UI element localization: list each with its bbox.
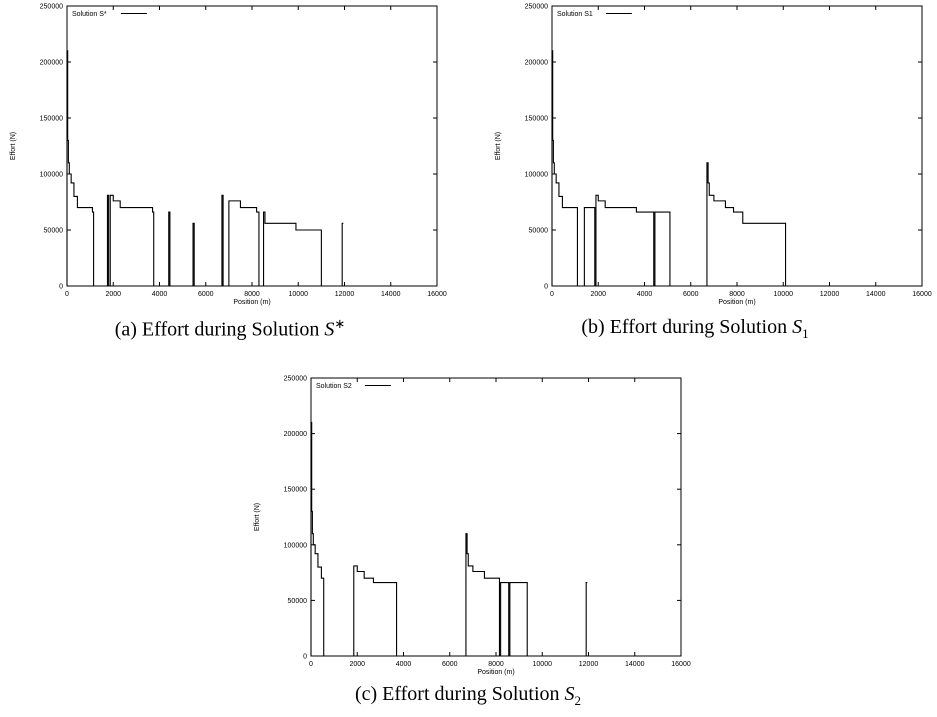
x-tick-label: 10000 bbox=[289, 291, 309, 298]
x-tick-label: 8000 bbox=[729, 291, 745, 298]
caption-c: (c) Effort during Solution S2 bbox=[248, 683, 688, 709]
panel-a: 0 2000 4000 6000 8000 10000 12000 14000 16000 0 50… bbox=[0, 0, 450, 345]
legend-label: Solution S* bbox=[72, 11, 107, 18]
x-tick-label: 8000 bbox=[488, 661, 504, 668]
y-axis-label: Effort (N) bbox=[495, 132, 502, 160]
series-line-0 bbox=[310, 421, 588, 657]
x-tick-label: 14000 bbox=[381, 291, 401, 298]
x-tick-label: 2000 bbox=[105, 291, 121, 298]
x-tick-label: 10000 bbox=[774, 291, 794, 298]
caption-b-sub: 1 bbox=[802, 326, 809, 341]
caption-a: (a) Effort during Solution S∗ bbox=[0, 316, 460, 342]
y-tick-label: 200000 bbox=[40, 60, 63, 67]
caption-b-symbol: S bbox=[792, 316, 803, 338]
caption-c-sub: 2 bbox=[574, 693, 582, 708]
x-tick-label: 0 bbox=[309, 661, 313, 668]
plot-frame bbox=[66, 5, 438, 287]
y-tick-label: 50000 bbox=[529, 228, 549, 235]
y-tick-label: 150000 bbox=[525, 116, 548, 123]
chart-c: 0 2000 4000 6000 8000 10000 12000 14000 16000 0 50… bbox=[254, 376, 691, 677]
y-tick-label: 250000 bbox=[525, 4, 548, 11]
x-tick-label: 2000 bbox=[349, 661, 365, 668]
legend-label: Solution S1 bbox=[557, 11, 593, 18]
caption-a-prefix: (a) Effort during Solution bbox=[114, 318, 325, 341]
caption-a-sup: ∗ bbox=[334, 316, 346, 331]
chart-b: 0 2000 4000 6000 8000 10000 12000 14000 16000 0 50… bbox=[495, 4, 932, 307]
x-tick-label: 4000 bbox=[152, 291, 168, 298]
y-tick-label: 250000 bbox=[284, 376, 307, 383]
y-tick-label: 250000 bbox=[40, 4, 63, 11]
y-tick-label: 0 bbox=[303, 654, 307, 661]
x-tick-label: 12000 bbox=[335, 291, 355, 298]
x-tick-label: 0 bbox=[65, 291, 69, 298]
x-tick-label: 4000 bbox=[396, 661, 412, 668]
y-tick-label: 50000 bbox=[44, 228, 64, 235]
series-line-0 bbox=[66, 50, 344, 287]
caption-a-symbol: S bbox=[324, 318, 335, 341]
y-tick-label: 100000 bbox=[525, 172, 548, 179]
series-line-0 bbox=[551, 50, 837, 287]
caption-b-prefix: (b) Effort during Solution bbox=[581, 316, 793, 338]
panel-b: 0 2000 4000 6000 8000 10000 12000 14000 16000 0 50… bbox=[485, 0, 935, 345]
x-tick-label: 6000 bbox=[442, 661, 458, 668]
x-tick-label: 10000 bbox=[533, 661, 553, 668]
x-tick-label: 14000 bbox=[866, 291, 886, 298]
x-tick-label: 6000 bbox=[683, 291, 699, 298]
y-tick-label: 0 bbox=[544, 284, 548, 291]
y-tick-label: 100000 bbox=[40, 172, 63, 179]
y-tick-label: 100000 bbox=[284, 542, 307, 549]
y-tick-label: 50000 bbox=[288, 598, 308, 605]
x-axis-label: Position (m) bbox=[718, 299, 755, 306]
x-tick-label: 4000 bbox=[637, 291, 653, 298]
x-tick-label: 16000 bbox=[912, 291, 932, 298]
plot-frame bbox=[551, 5, 923, 287]
y-tick-label: 150000 bbox=[40, 116, 63, 123]
y-tick-label: 200000 bbox=[284, 431, 307, 438]
caption-c-prefix: (c) Effort during Solution bbox=[354, 683, 565, 705]
x-tick-label: 12000 bbox=[820, 291, 840, 298]
y-axis-label: Effort (N) bbox=[10, 132, 17, 160]
x-axis-label: Position (m) bbox=[233, 299, 270, 306]
x-tick-label: 12000 bbox=[579, 661, 599, 668]
x-axis-label: Position (m) bbox=[477, 669, 514, 676]
x-tick-label: 16000 bbox=[671, 661, 691, 668]
x-tick-label: 0 bbox=[550, 291, 554, 298]
caption-c-symbol: S bbox=[564, 683, 575, 705]
y-tick-label: 150000 bbox=[284, 487, 307, 494]
caption-b: (b) Effort during Solution S1 bbox=[485, 316, 905, 342]
chart-a: 0 2000 4000 6000 8000 10000 12000 14000 16000 0 50… bbox=[10, 4, 447, 307]
y-tick-label: 200000 bbox=[525, 60, 548, 67]
x-tick-label: 8000 bbox=[244, 291, 260, 298]
y-tick-label: 0 bbox=[59, 284, 63, 291]
x-tick-label: 6000 bbox=[198, 291, 214, 298]
plot-frame bbox=[310, 377, 682, 657]
panel-c: 0 2000 4000 6000 8000 10000 12000 14000 16000 0 50… bbox=[248, 372, 698, 717]
x-tick-label: 14000 bbox=[625, 661, 645, 668]
legend-label: Solution S2 bbox=[316, 383, 352, 390]
x-tick-label: 2000 bbox=[590, 291, 606, 298]
y-axis-label: Effort (N) bbox=[254, 503, 261, 531]
x-tick-label: 16000 bbox=[427, 291, 447, 298]
